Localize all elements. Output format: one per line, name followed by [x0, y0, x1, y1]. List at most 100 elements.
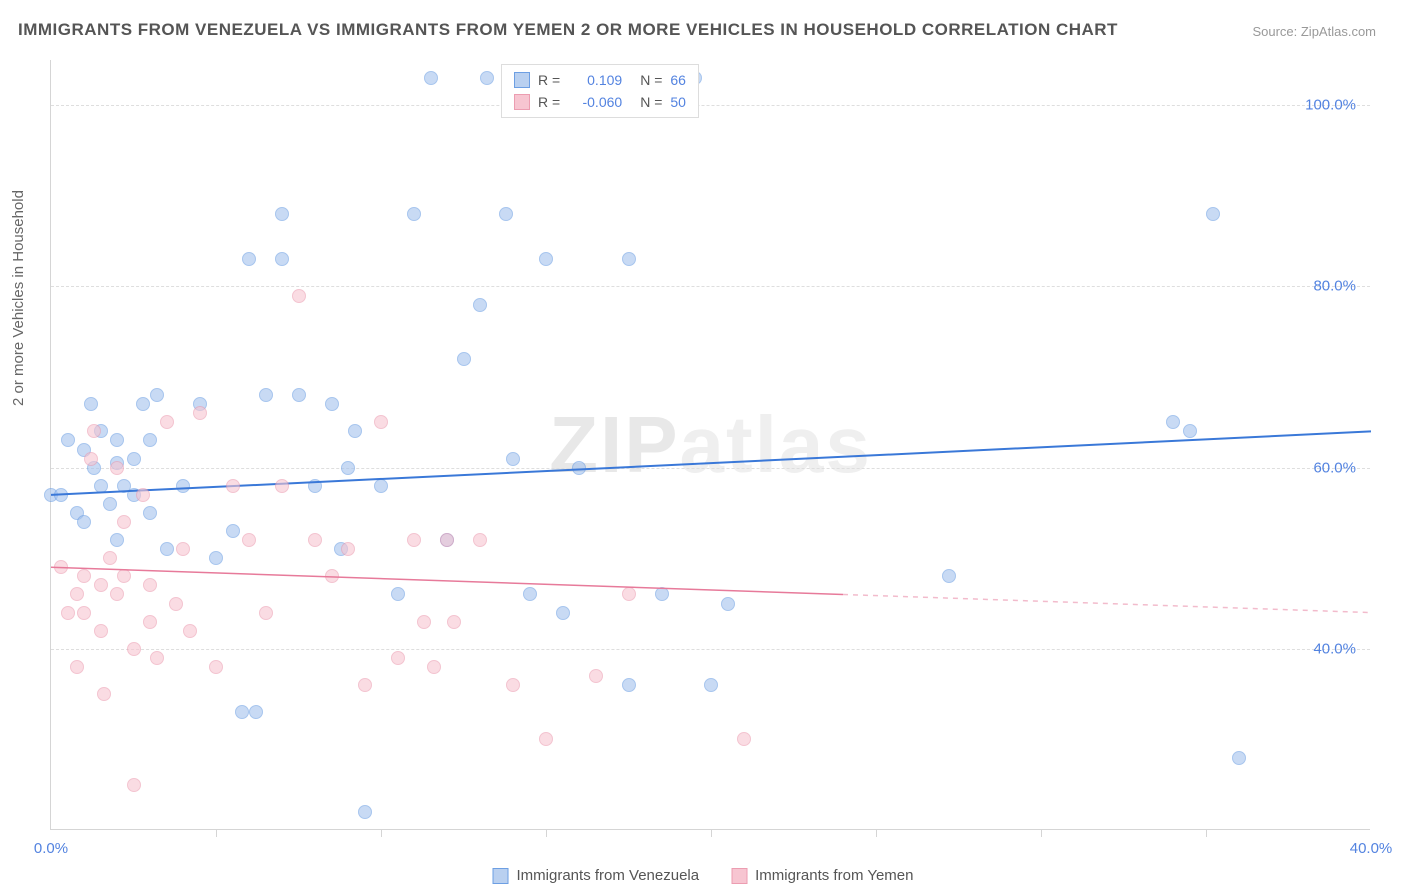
data-point: [473, 533, 487, 547]
data-point: [61, 606, 75, 620]
n-label: N =: [640, 72, 662, 88]
data-point: [622, 587, 636, 601]
data-point: [209, 660, 223, 674]
data-point: [127, 452, 141, 466]
r-label: R =: [538, 72, 560, 88]
data-point: [424, 71, 438, 85]
data-point: [150, 651, 164, 665]
data-point: [209, 551, 223, 565]
x-tick: [1206, 829, 1207, 837]
n-value: 50: [670, 94, 686, 110]
grid-line: [51, 468, 1370, 469]
data-point: [358, 678, 372, 692]
data-point: [143, 433, 157, 447]
data-point: [127, 778, 141, 792]
grid-line: [51, 286, 1370, 287]
n-label: N =: [640, 94, 662, 110]
data-point: [341, 542, 355, 556]
legend-item: Immigrants from Yemen: [731, 867, 913, 884]
data-point: [110, 533, 124, 547]
data-point: [143, 506, 157, 520]
data-point: [523, 587, 537, 601]
data-point: [391, 587, 405, 601]
data-point: [539, 252, 553, 266]
data-point: [84, 452, 98, 466]
data-point: [417, 615, 431, 629]
legend-row: R = 0.109 N = 66: [514, 69, 686, 91]
data-point: [77, 569, 91, 583]
data-point: [54, 488, 68, 502]
legend-row: R =-0.060N =50: [514, 91, 686, 113]
data-point: [1166, 415, 1180, 429]
x-tick: [711, 829, 712, 837]
data-point: [358, 805, 372, 819]
data-point: [160, 415, 174, 429]
data-point: [721, 597, 735, 611]
data-point: [176, 479, 190, 493]
data-point: [506, 678, 520, 692]
source-label: Source: ZipAtlas.com: [1252, 24, 1376, 39]
data-point: [183, 624, 197, 638]
data-point: [242, 252, 256, 266]
data-point: [235, 705, 249, 719]
data-point: [54, 560, 68, 574]
data-point: [242, 533, 256, 547]
chart-title: IMMIGRANTS FROM VENEZUELA VS IMMIGRANTS …: [18, 20, 1118, 40]
y-tick-label: 80.0%: [1313, 278, 1356, 295]
data-point: [572, 461, 586, 475]
legend-swatch: [731, 868, 747, 884]
data-point: [374, 415, 388, 429]
legend-swatch: [493, 868, 509, 884]
data-point: [110, 587, 124, 601]
data-point: [622, 678, 636, 692]
data-point: [704, 678, 718, 692]
chart-area: ZIPatlas R =0.109N =66R =-0.060N =50 40.…: [50, 60, 1370, 830]
data-point: [143, 578, 157, 592]
data-point: [77, 606, 91, 620]
data-point: [226, 479, 240, 493]
data-point: [275, 252, 289, 266]
data-point: [249, 705, 263, 719]
r-value: 0.109: [568, 72, 622, 88]
data-point: [292, 388, 306, 402]
data-point: [341, 461, 355, 475]
data-point: [506, 452, 520, 466]
data-point: [325, 397, 339, 411]
grid-line: [51, 649, 1370, 650]
data-point: [61, 433, 75, 447]
data-point: [499, 207, 513, 221]
legend-item: Immigrants from Venezuela: [493, 867, 700, 884]
data-point: [110, 433, 124, 447]
data-point: [308, 533, 322, 547]
x-tick-label: 40.0%: [1350, 840, 1393, 857]
data-point: [457, 352, 471, 366]
y-tick-label: 60.0%: [1313, 459, 1356, 476]
data-point: [110, 461, 124, 475]
data-point: [77, 515, 91, 529]
data-point: [94, 479, 108, 493]
y-tick-label: 40.0%: [1313, 640, 1356, 657]
data-point: [325, 569, 339, 583]
data-point: [440, 533, 454, 547]
n-value: 66: [670, 72, 686, 88]
data-point: [447, 615, 461, 629]
watermark: ZIPatlas: [549, 399, 872, 491]
x-tick: [876, 829, 877, 837]
x-tick-label: 0.0%: [34, 840, 68, 857]
data-point: [160, 542, 174, 556]
data-point: [84, 397, 98, 411]
data-point: [103, 551, 117, 565]
data-point: [136, 397, 150, 411]
data-point: [275, 479, 289, 493]
x-tick: [381, 829, 382, 837]
data-point: [1232, 751, 1246, 765]
data-point: [259, 388, 273, 402]
data-point: [292, 289, 306, 303]
data-point: [176, 542, 190, 556]
data-point: [169, 597, 183, 611]
data-point: [94, 578, 108, 592]
correlation-legend: R =0.109N =66R =-0.060N =50: [501, 64, 699, 118]
data-point: [348, 424, 362, 438]
data-point: [407, 207, 421, 221]
data-point: [655, 587, 669, 601]
